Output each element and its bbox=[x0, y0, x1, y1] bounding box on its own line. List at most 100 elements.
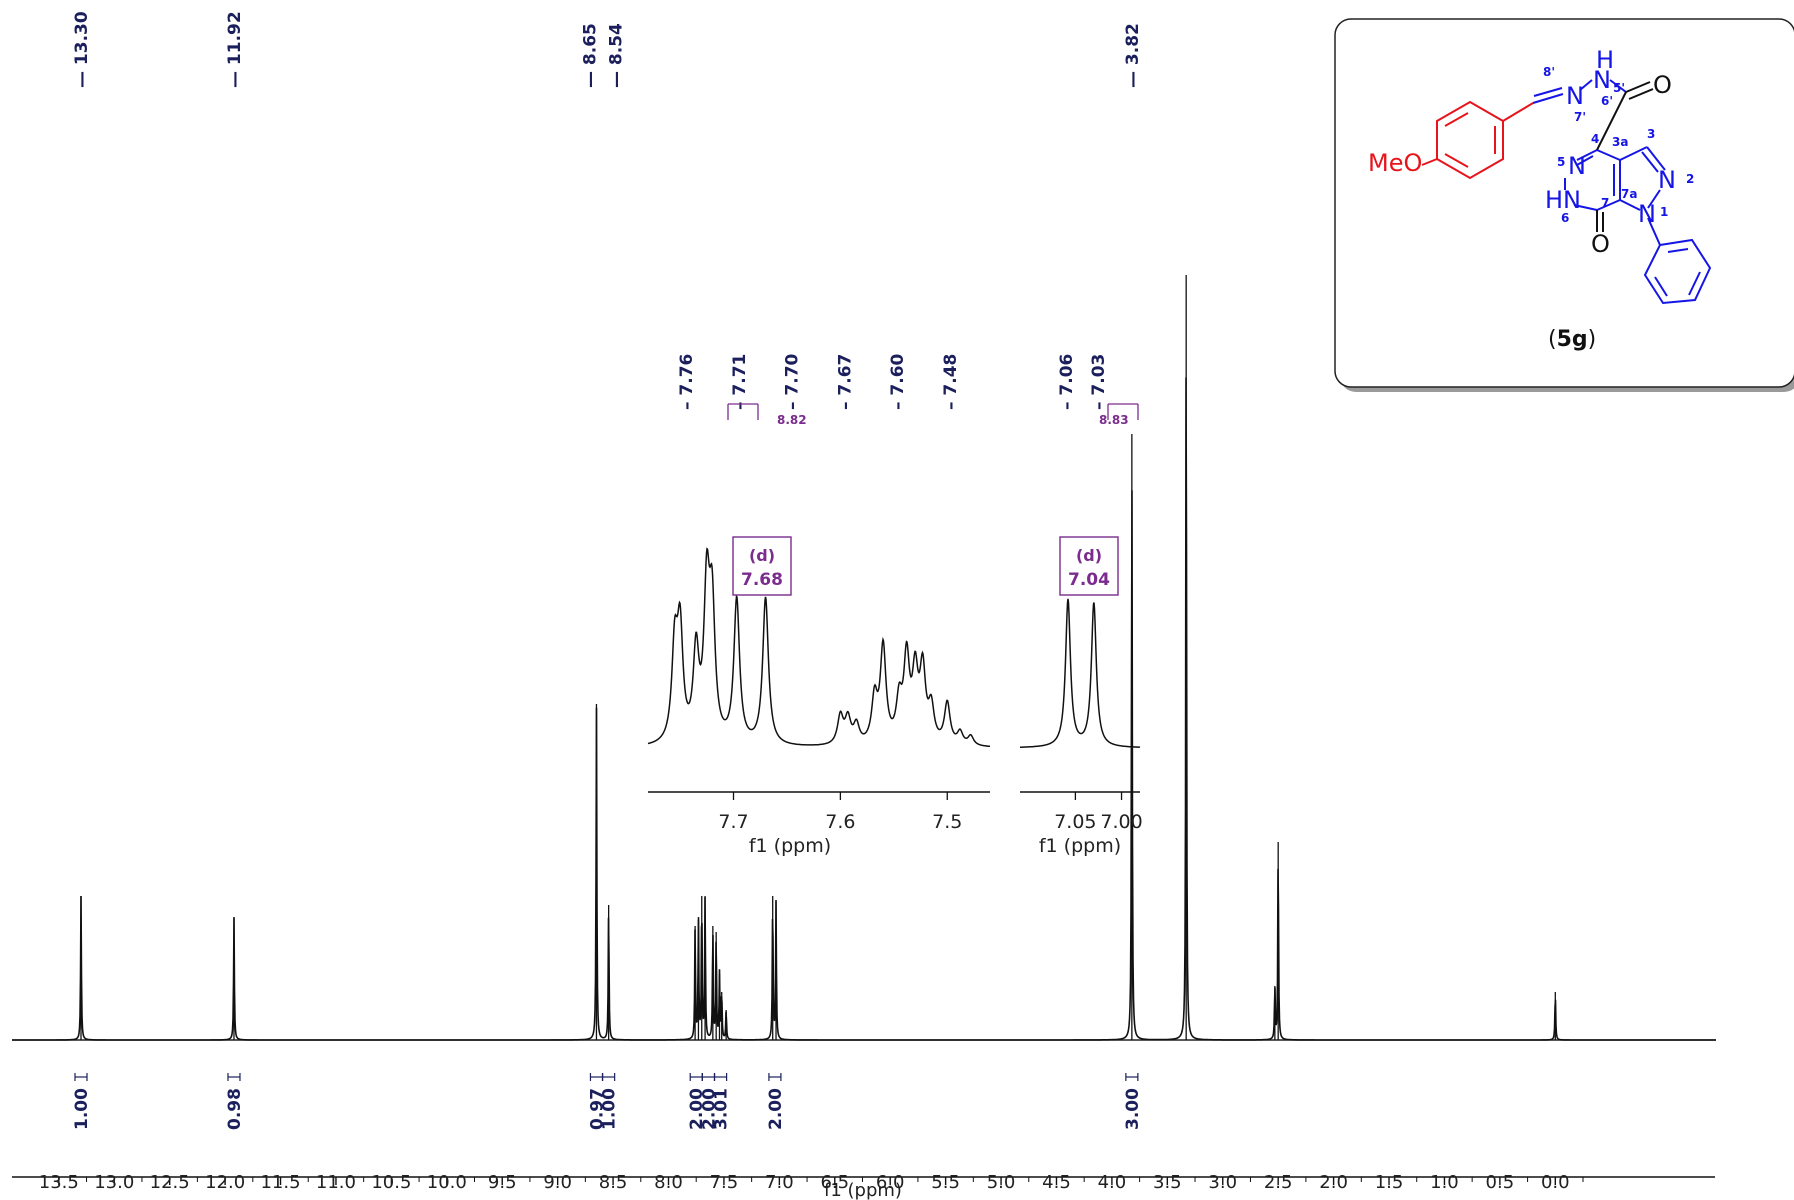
inset-peak-label-text: – 7.48 bbox=[941, 354, 961, 410]
inset-peak-label-text: – 7.71 bbox=[730, 354, 750, 410]
integral-label: 1.00 bbox=[72, 1088, 92, 1130]
locant-3a: 3a bbox=[1612, 135, 1628, 149]
integral-label: 2.00 bbox=[687, 1088, 707, 1130]
amide-oxygen: O bbox=[1653, 71, 1672, 99]
amide-c4-bond bbox=[1596, 91, 1627, 151]
tick-label: 1.0 bbox=[1430, 1172, 1459, 1193]
inset1-axis-title: f1 (ppm) bbox=[749, 835, 831, 857]
integral-label: 1.00 bbox=[600, 1088, 620, 1130]
inset1-trace bbox=[647, 547, 990, 748]
phenyl-double-bond bbox=[1654, 276, 1668, 297]
methoxyphenyl-group bbox=[1421, 100, 1534, 180]
c3a-c3-bond bbox=[1619, 146, 1648, 161]
tick-label: 12.0 bbox=[205, 1172, 245, 1193]
inset2-coupling-constant: 8.83 bbox=[1099, 413, 1129, 427]
locant-8-prime: 8' bbox=[1543, 65, 1555, 79]
tick-label: 5.0 bbox=[987, 1172, 1016, 1193]
tick-label: 0.0 bbox=[1541, 1172, 1570, 1193]
main-x-axis: f1 (ppm) 13.5 13.0 12.5 12.0 11.5 11.0 10.5 10.… bbox=[12, 1172, 1715, 1200]
integral-value: 0.97 bbox=[587, 1088, 607, 1130]
coupling-bracket bbox=[1107, 403, 1139, 420]
tick-label: 8.5 bbox=[599, 1172, 628, 1193]
tick-label: 11.0 bbox=[316, 1172, 356, 1193]
tick-label: 7.5 bbox=[710, 1172, 739, 1193]
c3-n2-double-bond bbox=[1641, 151, 1659, 173]
tick-label: 2.5 bbox=[1264, 1172, 1293, 1193]
locant-7: 7 bbox=[1601, 196, 1609, 210]
n-n-bond bbox=[1579, 79, 1593, 91]
integral-label: 2.00 bbox=[766, 1088, 786, 1130]
inset2-axis-title: f1 (ppm) bbox=[1039, 835, 1121, 857]
tick-label: 3.0 bbox=[1208, 1172, 1237, 1193]
locant-6: 6 bbox=[1561, 211, 1569, 225]
tick-label: 1.5 bbox=[1375, 1172, 1404, 1193]
locant-2: 2 bbox=[1686, 172, 1694, 186]
locant-5: 5 bbox=[1557, 155, 1565, 169]
tick-label: 6.0 bbox=[876, 1172, 905, 1193]
c7a-c7-bond bbox=[1596, 199, 1621, 211]
phenyl-double-bond bbox=[1688, 271, 1701, 296]
locants: 8' 7' 6' 5' 4 3a 3 5 6 7 7a 2 1 bbox=[1543, 65, 1694, 225]
tick-label: 12.5 bbox=[150, 1172, 190, 1193]
n2-atom: N bbox=[1658, 166, 1676, 194]
phenyl-double-bond bbox=[1667, 248, 1689, 253]
inset2-ticks: 7.05 7.00 bbox=[1054, 792, 1143, 833]
inset-peak-label: – 7.76 bbox=[677, 354, 697, 410]
tick-label: 9.0 bbox=[543, 1172, 572, 1193]
locant-7-prime: 7' bbox=[1574, 110, 1586, 124]
inset-aromatic-7-04: 7.05 7.00 f1 (ppm) – 7.06– 7.03 (d) 7.04 … bbox=[1020, 354, 1143, 857]
inset2-trace bbox=[1020, 598, 1141, 748]
o-methyl-bond bbox=[1421, 158, 1438, 166]
inset2-peak-labels: – 7.06 – 7.03 bbox=[1057, 354, 1139, 420]
tick-label: 11.5 bbox=[260, 1172, 300, 1193]
inset-peak-label: – 7.03 bbox=[1089, 354, 1109, 410]
integral-label: 3.01 bbox=[712, 1088, 732, 1130]
locant-7a: 7a bbox=[1621, 187, 1637, 201]
n-phenyl-ring bbox=[1643, 238, 1712, 305]
integral-value: 1.00 bbox=[72, 1088, 92, 1130]
amide-n-bond bbox=[1609, 79, 1627, 93]
tick-label: 2.0 bbox=[1319, 1172, 1348, 1193]
integral-value: 2.00 bbox=[687, 1088, 707, 1130]
n1-phenyl-bond bbox=[1647, 217, 1661, 246]
inset-peak-label-text: – 7.67 bbox=[835, 354, 855, 410]
compound-label: (5g) bbox=[1548, 327, 1596, 352]
inset-peak-label: – 7.70 bbox=[783, 353, 803, 410]
carbonyl-bonds bbox=[1596, 81, 1654, 232]
peak-label-text: — 3.82 bbox=[1123, 23, 1143, 88]
peak-label: — 3.82 bbox=[1123, 23, 1143, 88]
peak-label: — 11.92 bbox=[225, 11, 245, 88]
n2-n1-bond bbox=[1647, 189, 1661, 209]
inset-peak-label: – 7.71 bbox=[730, 354, 750, 410]
tick-label: 3.5 bbox=[1153, 1172, 1182, 1193]
benzylidene-bond bbox=[1502, 102, 1534, 122]
amide-hydrogen: H bbox=[1596, 46, 1614, 74]
inset-peak-label-text: – 7.03 bbox=[1089, 354, 1109, 410]
hydrazone-nitrogen: N bbox=[1566, 82, 1584, 110]
tick-label: 0.5 bbox=[1486, 1172, 1515, 1193]
tick-label: 8.0 bbox=[654, 1172, 683, 1193]
ring-double-bond bbox=[1444, 153, 1469, 168]
peak-label: — 13.30 bbox=[72, 11, 92, 88]
integral-value: 3.01 bbox=[712, 1088, 732, 1130]
integral-value: 1.00 bbox=[600, 1088, 620, 1130]
hn6-atom: HN bbox=[1545, 186, 1581, 214]
inset1-ticks: 7.7 7.6 7.5 bbox=[718, 792, 962, 833]
integral-value: 2.00 bbox=[766, 1088, 786, 1130]
inset-tick-label: 7.05 bbox=[1054, 811, 1096, 833]
inset-tick-label: 7.5 bbox=[932, 811, 962, 833]
tick-label: 10.0 bbox=[427, 1172, 467, 1193]
tick-label: 13.5 bbox=[39, 1172, 79, 1193]
inset1-multiplet-type: (d) bbox=[749, 546, 775, 565]
amide-nitrogen: N bbox=[1593, 66, 1611, 94]
structure-box: MeO bbox=[1334, 18, 1794, 392]
inset-peak-label-text: – 7.60 bbox=[888, 353, 908, 410]
locant-1: 1 bbox=[1660, 205, 1668, 219]
peak-label: — 8.54 bbox=[607, 23, 627, 88]
n6-c7-bond bbox=[1573, 204, 1598, 211]
inset-peak-label: – 7.06 bbox=[1057, 354, 1077, 410]
ring-double-bond bbox=[1444, 112, 1469, 127]
integral-labels: 1.00 0.98 0.971.00 2.002.003.01 2.00 3.00 bbox=[72, 1073, 1143, 1130]
inset-tick-label: 7.7 bbox=[718, 811, 748, 833]
tick-label: 4.0 bbox=[1098, 1172, 1127, 1193]
